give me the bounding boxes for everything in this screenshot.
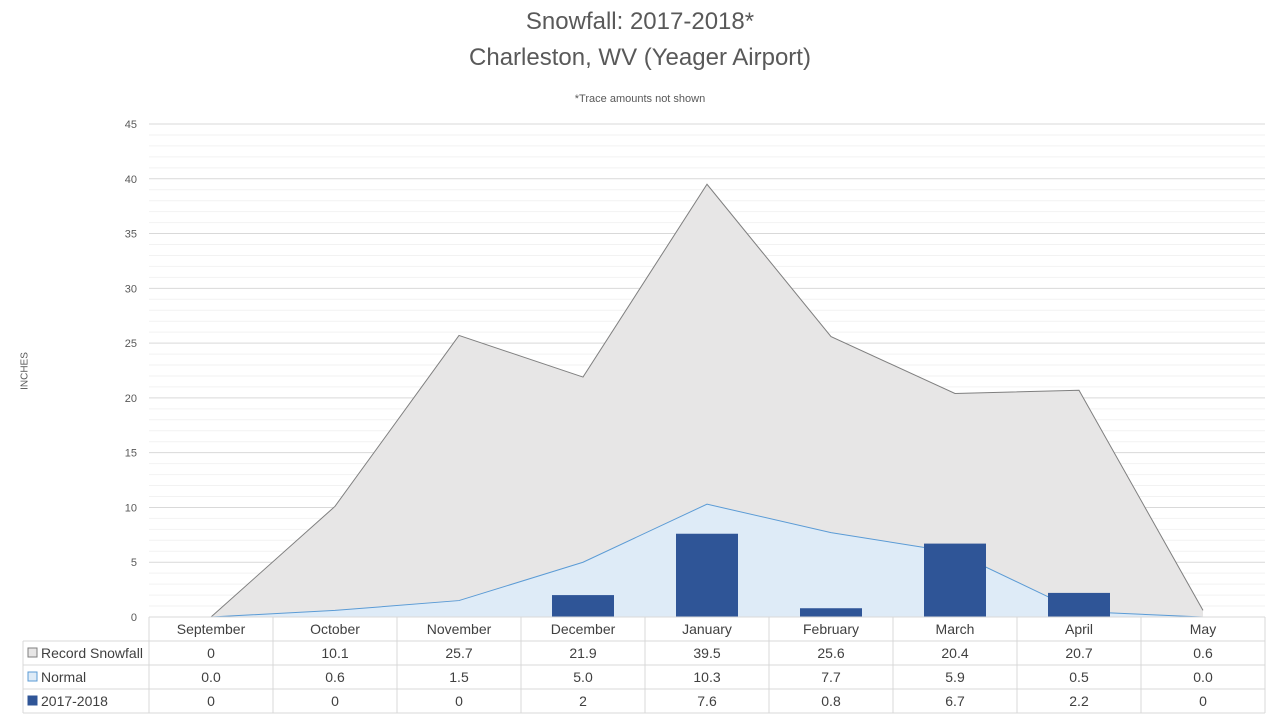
data-label: 0: [207, 645, 215, 661]
bar: [800, 608, 862, 617]
data-label: 20.4: [941, 645, 968, 661]
legend-label: Record Snowfall: [41, 645, 143, 661]
x-tick-label: April: [1065, 621, 1093, 637]
data-label: 0.5: [1069, 669, 1089, 685]
data-label: 10.1: [321, 645, 348, 661]
data-label: 0.6: [1193, 645, 1213, 661]
bar: [924, 543, 986, 617]
bar: [1048, 592, 1110, 617]
chart-title: Snowfall: 2017-2018*: [525, 8, 755, 35]
legend-label: Normal: [41, 669, 86, 685]
data-label: 6.7: [945, 693, 965, 709]
y-axis-label: INCHES: [19, 352, 31, 390]
x-tick-label: January: [682, 621, 732, 637]
chart-note: *Trace amounts not shown: [574, 93, 706, 105]
y-tick-label: 40: [125, 174, 137, 186]
y-tick-label: 30: [125, 283, 137, 295]
data-label: 25.7: [445, 645, 472, 661]
data-label: 7.7: [821, 669, 841, 685]
data-label: 0: [207, 693, 215, 709]
y-tick-label: 35: [125, 229, 137, 241]
data-label: 5.0: [573, 669, 593, 685]
data-label: 0.6: [325, 669, 345, 685]
legend-swatch: [27, 647, 38, 658]
y-tick-label: 20: [125, 393, 137, 405]
y-tick-label: 15: [125, 448, 137, 460]
data-label: 2.2: [1069, 693, 1089, 709]
y-tick-label: 0: [131, 612, 137, 624]
data-label: 0.0: [1193, 669, 1213, 685]
x-tick-label: February: [803, 621, 859, 637]
data-label: 0.0: [201, 669, 221, 685]
data-label: 25.6: [817, 645, 844, 661]
data-label: 0.8: [821, 693, 841, 709]
y-tick-label: 45: [125, 119, 137, 131]
area-line-1: [210, 503, 1204, 618]
data-label: 2: [579, 693, 587, 709]
data-label: 7.6: [697, 693, 717, 709]
chart-subtitle: Charleston, WV (Yeager Airport): [469, 44, 811, 71]
x-tick-label: March: [936, 621, 975, 637]
y-tick-label: 25: [125, 338, 137, 350]
bar: [676, 533, 738, 617]
data-label: 39.5: [693, 645, 720, 661]
legend-swatch: [27, 695, 38, 706]
data-label: 0: [455, 693, 463, 709]
x-tick-label: September: [177, 621, 246, 637]
bar: [552, 595, 614, 617]
x-tick-label: May: [1190, 621, 1216, 637]
y-tick-label: 10: [125, 502, 137, 514]
data-label: 5.9: [945, 669, 965, 685]
area-0: [211, 184, 1203, 617]
data-label: 1.5: [449, 669, 469, 685]
legend-label: 2017-2018: [41, 693, 108, 709]
data-label: 0: [331, 693, 339, 709]
data-label: 20.7: [1065, 645, 1092, 661]
x-tick-label: November: [427, 621, 492, 637]
x-tick-label: December: [551, 621, 616, 637]
y-tick-label: 5: [131, 557, 137, 569]
data-label: 10.3: [693, 669, 720, 685]
data-label: 21.9: [569, 645, 596, 661]
legend-swatch: [27, 671, 38, 682]
x-tick-label: October: [310, 621, 360, 637]
area-line-0: [210, 183, 1204, 618]
data-label: 0: [1199, 693, 1207, 709]
